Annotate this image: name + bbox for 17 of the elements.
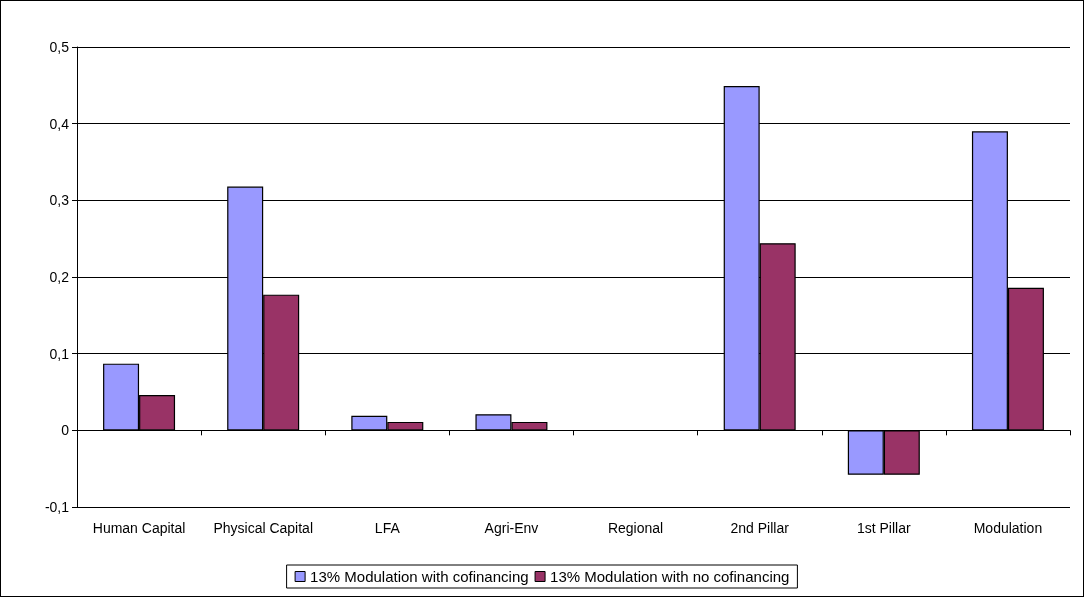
y-tick-label: 0,1 [49, 345, 70, 362]
y-tick-label: 0,3 [49, 192, 70, 209]
legend-label: 13% Modulation with cofinancing [310, 568, 529, 585]
x-tick-label: Agri-Env [484, 520, 539, 536]
x-tick-label: 2nd Pillar [730, 520, 790, 536]
y-tick-label: 0,2 [49, 269, 70, 285]
y-tick-label: -0,1 [44, 499, 70, 515]
y-tick-label: 0,5 [49, 39, 70, 55]
legend-label: 13% Modulation with no cofinancing [550, 568, 790, 585]
y-tick-label: 0,4 [49, 115, 70, 132]
x-tick-label: 1st Pillar [856, 520, 911, 536]
x-tick-label: Physical Capital [213, 520, 313, 536]
x-tick-label: Regional [607, 520, 664, 536]
y-tick-label: 0 [61, 422, 70, 439]
x-tick-label: Modulation [973, 520, 1043, 536]
x-tick-label: Human Capital [92, 520, 186, 536]
x-tick-label: LFA [374, 520, 401, 536]
